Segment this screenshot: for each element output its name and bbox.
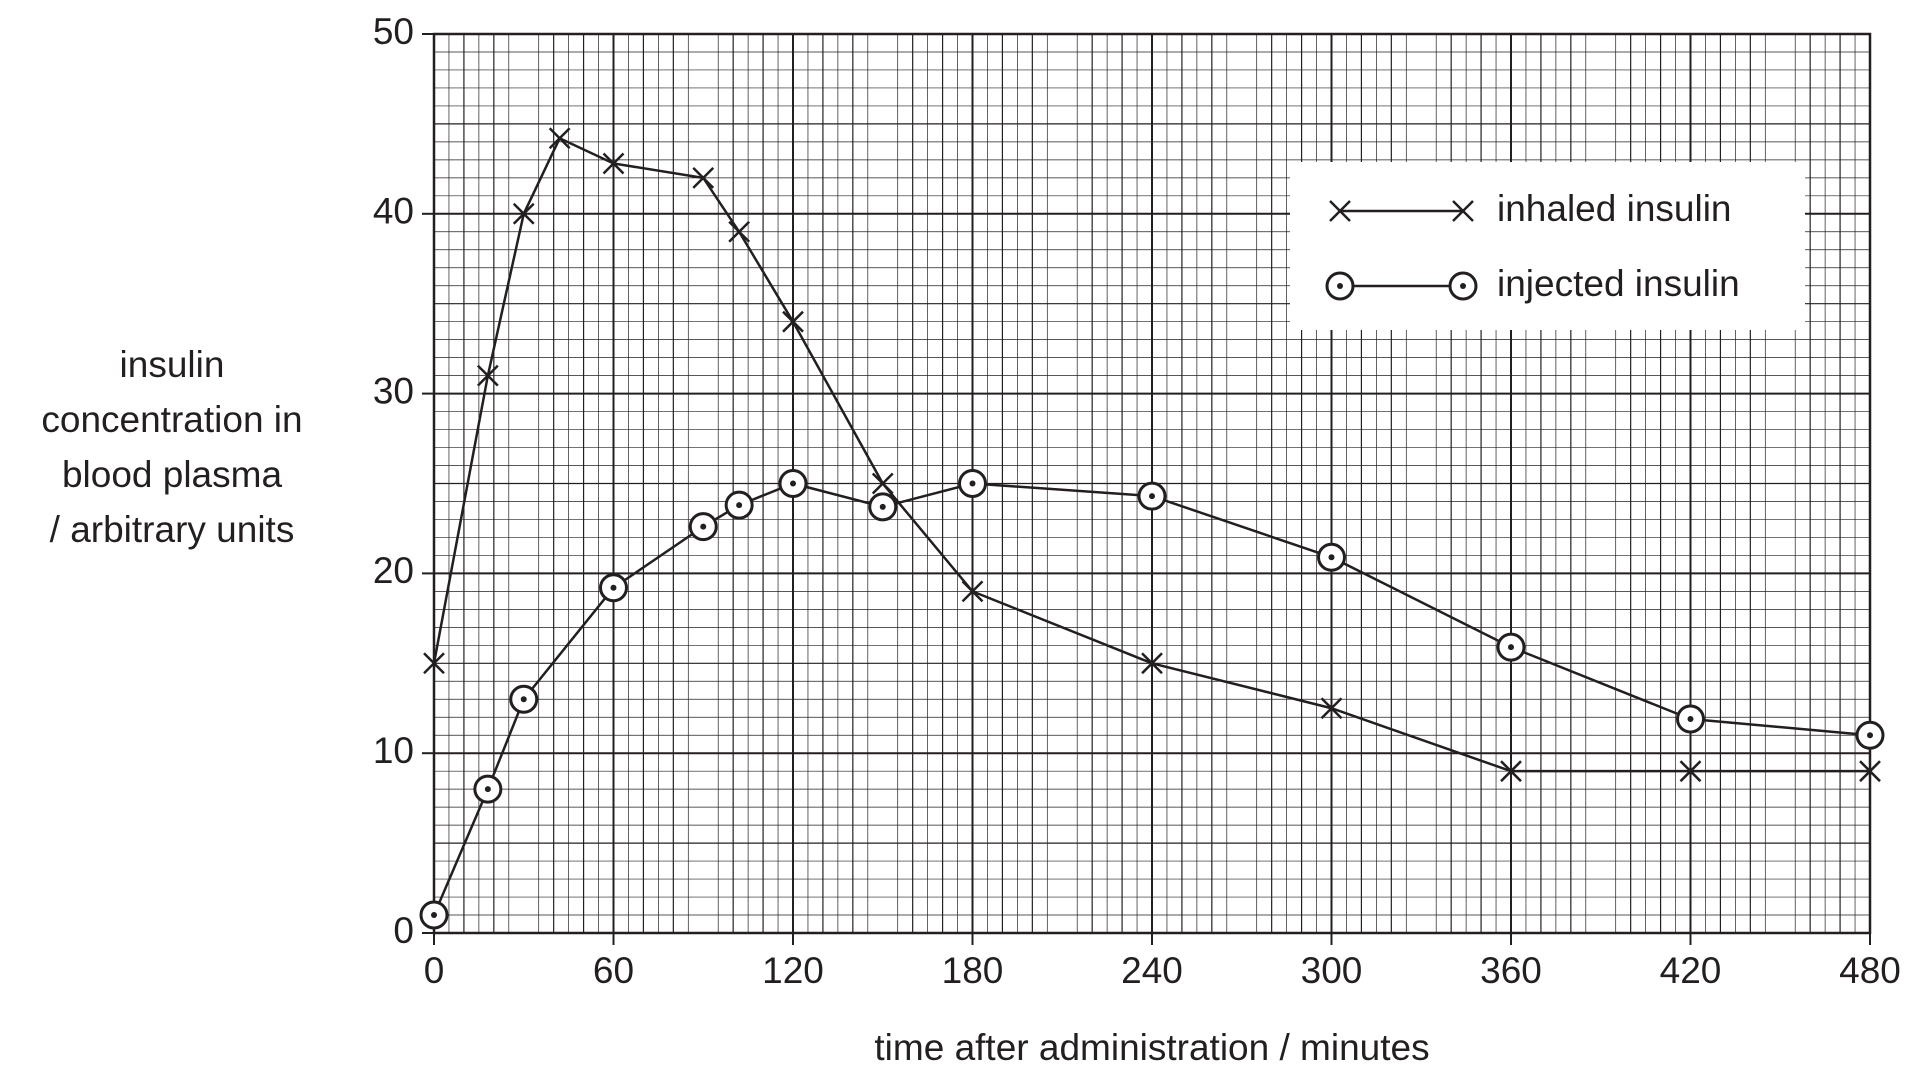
marker-dot: [790, 480, 796, 487]
marker-stroke: [1320, 697, 1343, 720]
marker: [1676, 704, 1705, 734]
marker: [423, 652, 445, 675]
marker: [548, 127, 571, 150]
marker: [724, 490, 754, 520]
marker-dot: [1337, 283, 1343, 289]
marker-stroke: [1679, 760, 1702, 783]
marker-dot: [1508, 644, 1514, 651]
marker: [476, 364, 499, 387]
marker: [419, 900, 449, 930]
marker-dot: [1149, 493, 1155, 500]
legend-label: injected insulin: [1497, 263, 1740, 304]
marker: [958, 469, 987, 498]
marker-stroke: [1452, 200, 1474, 222]
x-tick-label: 60: [593, 950, 634, 991]
marker-dot: [431, 912, 437, 919]
marker-stroke: [871, 472, 894, 495]
marker-dot: [484, 786, 491, 793]
x-tick-label: 480: [1839, 950, 1901, 991]
x-tick-label: 0: [424, 950, 445, 991]
marker: [599, 573, 628, 603]
marker-dot: [1867, 732, 1873, 739]
legend: inhaled insulin injected insulin: [1290, 162, 1805, 330]
x-tick-label: 120: [762, 950, 824, 991]
marker: [1137, 481, 1167, 511]
marker-stroke: [602, 152, 625, 175]
marker: [1859, 760, 1881, 783]
y-tick-label: 50: [373, 11, 414, 52]
marker: [473, 774, 503, 804]
marker: [782, 310, 804, 333]
marker-stroke: [728, 220, 751, 243]
marker: [961, 580, 984, 603]
x-tick-label: 420: [1660, 950, 1722, 991]
series-line: [432, 482, 1871, 916]
marker-dot: [700, 523, 707, 530]
marker: [1500, 760, 1522, 783]
marker: [692, 166, 715, 189]
marker-dot: [520, 696, 527, 703]
marker-stroke: [512, 202, 535, 225]
legend-box: [1290, 162, 1805, 330]
x-tick-label: 240: [1121, 950, 1183, 991]
marker: [1141, 652, 1163, 675]
marker: [688, 512, 718, 542]
marker-stroke: [1859, 760, 1881, 783]
y-axis-label: concentration in: [41, 399, 302, 440]
marker: [1496, 632, 1526, 662]
y-tick-label: 30: [373, 370, 414, 411]
marker-stroke: [423, 652, 445, 675]
marker-dot: [610, 584, 617, 591]
marker: [728, 220, 751, 243]
marker-dot: [879, 503, 886, 510]
marker-stroke: [692, 166, 715, 189]
marker-dot: [1687, 716, 1694, 723]
marker: [871, 472, 894, 495]
marker: [1452, 200, 1474, 222]
plot-frame: [432, 32, 1872, 935]
marker-stroke: [782, 310, 804, 333]
marker: [512, 202, 535, 225]
marker-dot: [1328, 554, 1335, 561]
y-axis-label: / arbitrary units: [50, 509, 295, 550]
marker-stroke: [476, 364, 499, 387]
marker-stroke: [548, 127, 571, 150]
y-tick-label: 10: [373, 730, 414, 771]
y-tick-label: 0: [393, 910, 414, 951]
marker: [1679, 760, 1702, 783]
y-axis-label: insulin: [120, 344, 225, 385]
marker: [1329, 200, 1351, 222]
marker-stroke: [1329, 200, 1351, 222]
marker: [1325, 271, 1355, 301]
marker: [1317, 542, 1346, 572]
marker: [868, 492, 898, 522]
marker: [509, 684, 539, 714]
marker-stroke: [961, 580, 984, 603]
x-tick-label: 360: [1480, 950, 1542, 991]
x-axis-label: time after administration / minutes: [874, 1027, 1429, 1068]
marker-stroke: [1500, 760, 1522, 783]
y-tick-label: 40: [373, 191, 414, 232]
marker-dot: [969, 480, 976, 487]
legend-label: inhaled insulin: [1497, 188, 1732, 229]
y-axis-label: blood plasma: [62, 454, 283, 495]
marker: [778, 469, 808, 498]
marker: [1320, 697, 1343, 720]
marker-dot: [736, 502, 743, 509]
x-tick-label: 180: [942, 950, 1004, 991]
marker-dot: [1460, 283, 1466, 289]
x-tick-label: 300: [1301, 950, 1363, 991]
y-tick-label: 20: [373, 550, 414, 591]
marker: [1448, 271, 1478, 301]
marker-stroke: [1141, 652, 1163, 675]
marker: [602, 152, 625, 175]
marker: [1855, 720, 1885, 750]
